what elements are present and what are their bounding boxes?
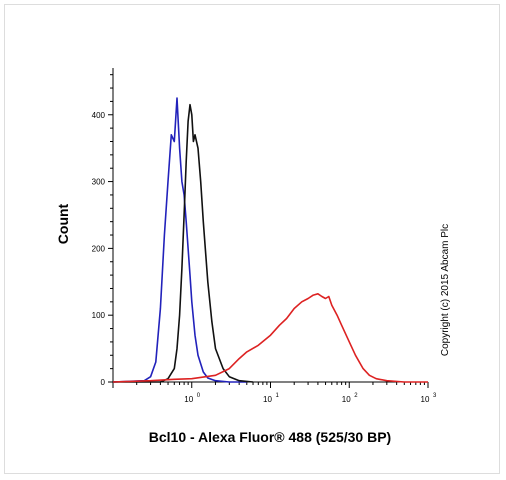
x-tick-exponent: 1 xyxy=(276,393,280,399)
y-tick-label: 200 xyxy=(92,244,106,253)
x-tick-label: 10 xyxy=(184,395,193,404)
series-blue-line xyxy=(112,97,247,383)
y-tick-label: 400 xyxy=(92,111,106,120)
x-tick-exponent: 3 xyxy=(433,393,437,399)
x-tick-label: 10 xyxy=(263,395,272,404)
x-axis-title: Bcl10 - Alexa Fluor® 488 (525/30 BP) xyxy=(149,429,391,445)
x-tick-exponent: 2 xyxy=(354,393,358,399)
series-red-line xyxy=(112,292,428,383)
series-lines xyxy=(112,97,428,383)
x-tick-label: 10 xyxy=(342,395,351,404)
figure-frame xyxy=(4,4,500,474)
y-tick-label: 300 xyxy=(92,178,106,187)
x-tick-label: 10 xyxy=(421,395,430,404)
y-tick-label: 100 xyxy=(92,311,106,320)
y-tick-label: 0 xyxy=(101,378,106,387)
copyright-annotation: Copyright (c) 2015 Abcam Plc xyxy=(440,224,451,356)
series-black-line xyxy=(113,103,254,383)
x-tick-exponent: 0 xyxy=(197,393,201,399)
y-axis-title: Count xyxy=(55,203,71,244)
